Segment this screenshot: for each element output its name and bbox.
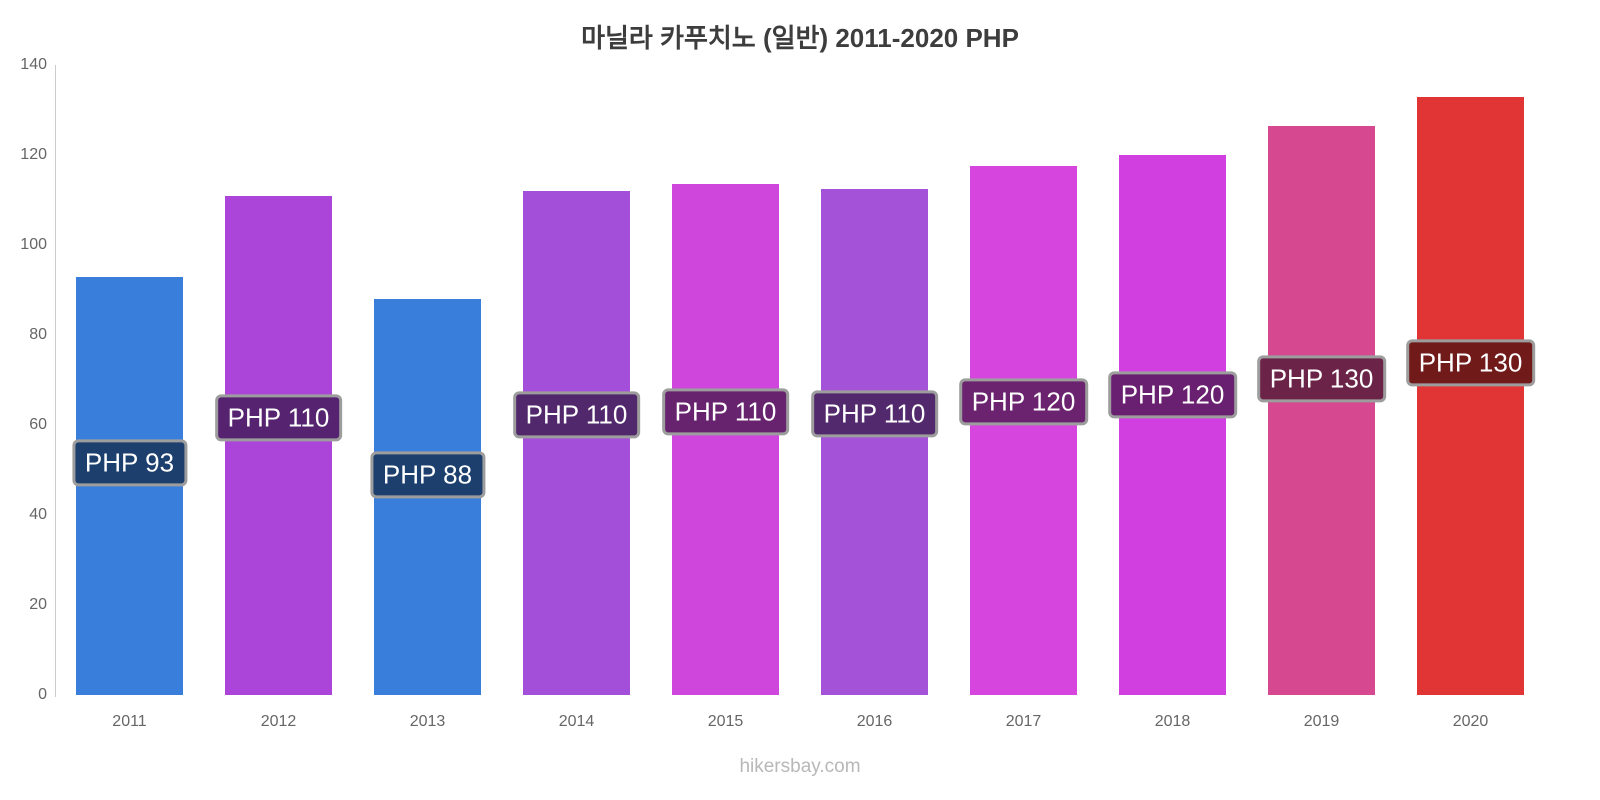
- x-tick-label-2015: 2015: [707, 713, 744, 730]
- y-tick-label-40: 40: [29, 506, 47, 523]
- plot-area: 0 20 40 60 80 100 120 140 PHP 93 PHP 110 PHP 88 PH…: [20, 56, 1545, 730]
- bar-value-label-2011: PHP 93: [71, 439, 188, 487]
- bar-2018: [1119, 155, 1226, 695]
- y-tick-label-120: 120: [20, 146, 47, 163]
- watermark-text: hikersbay.com: [739, 756, 861, 777]
- bar-value-label-2013: PHP 88: [369, 451, 486, 499]
- x-tick-label-2020: 2020: [1452, 713, 1489, 730]
- chart-title: 마닐라 카푸치노 (일반) 2011-2020 PHP: [581, 23, 1019, 53]
- y-tick-label-140: 140: [20, 56, 47, 73]
- y-tick-label-20: 20: [29, 596, 47, 613]
- y-tick-label-100: 100: [20, 236, 47, 253]
- bar-value-label-2019: PHP 130: [1256, 355, 1387, 403]
- x-tick-label-2016: 2016: [856, 713, 893, 730]
- bar-2016: [821, 188, 928, 695]
- x-tick-label-2017: 2017: [1005, 713, 1042, 730]
- bar-value-label-2014: PHP 110: [512, 391, 641, 439]
- bar-2015: [672, 184, 779, 695]
- bar-2017: [970, 166, 1077, 695]
- bar-2020: [1417, 96, 1524, 695]
- bar-value-label-2016: PHP 110: [810, 390, 939, 438]
- y-tick-label-80: 80: [29, 326, 47, 343]
- bar-2014: [523, 191, 630, 695]
- bar-value-label-2015: PHP 110: [661, 387, 790, 436]
- bar-2019: [1268, 125, 1375, 695]
- y-tick-label-60: 60: [29, 416, 47, 433]
- y-tick-label-0: 0: [38, 686, 47, 703]
- x-tick-label-2018: 2018: [1154, 713, 1191, 730]
- x-tick-label-2011: 2011: [112, 713, 147, 730]
- x-tick-label-2013: 2013: [409, 713, 446, 730]
- bar-value-label-2017: PHP 120: [958, 377, 1089, 426]
- x-tick-label-2012: 2012: [260, 713, 297, 730]
- bar-value-label-2018: PHP 120: [1107, 371, 1238, 419]
- bar-value-label-2020: PHP 130: [1405, 339, 1536, 387]
- bar-value-label-2012: PHP 110: [214, 394, 343, 442]
- x-tick-label-2014: 2014: [558, 713, 595, 730]
- bar-2012: [225, 195, 332, 695]
- y-axis-line: [55, 65, 56, 697]
- x-tick-label-2019: 2019: [1303, 713, 1340, 730]
